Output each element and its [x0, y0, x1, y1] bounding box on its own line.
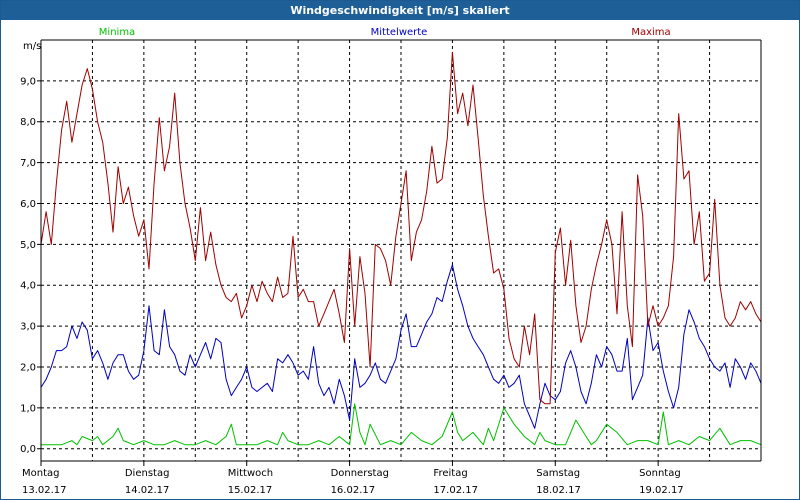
- y-tick-label: 6,0: [20, 199, 36, 210]
- legend-item-maxima: Maxima: [631, 27, 670, 38]
- x-tick-label-date: 15.02.17: [228, 485, 273, 496]
- y-axis-label: m/s: [23, 41, 41, 52]
- x-tick-label-day: Donnerstag: [331, 468, 389, 479]
- y-tick-label: 1,0: [20, 403, 36, 414]
- x-tick-label-day: Samstag: [536, 468, 580, 479]
- y-tick-label: 0,0: [20, 444, 36, 455]
- x-tick-label-date: 18.02.17: [536, 485, 581, 496]
- x-tick-label-date: 16.02.17: [331, 485, 376, 496]
- y-tick-label: 5,0: [20, 240, 36, 251]
- window-title: Windgeschwindigkeit [m/s] skaliert: [1, 1, 799, 20]
- x-tick-label-date: 17.02.17: [433, 485, 478, 496]
- axes: 0,0 1,0 2,0 3,0 4,0 5,0 6,0 7,0 8,0 9,0 m/s Montag 1…: [20, 39, 762, 496]
- legend: Minima Mittelwerte Maxima: [99, 27, 671, 38]
- y-tick-label: 8,0: [20, 117, 36, 128]
- x-tick-label-day: Montag: [22, 468, 59, 479]
- grid: [41, 40, 761, 461]
- plot-area: [40, 51, 762, 446]
- x-tick-label-day: Sonntag: [639, 468, 681, 479]
- legend-item-minima: Minima: [99, 27, 135, 38]
- x-tick-label-date: 19.02.17: [639, 485, 684, 496]
- legend-item-mittelwerte: Mittelwerte: [371, 27, 428, 38]
- x-tick-label-date: 14.02.17: [125, 485, 170, 496]
- series-line-maxima: [40, 51, 762, 405]
- x-tick-label-date: 13.02.17: [22, 485, 67, 496]
- y-tick-label: 3,0: [20, 322, 36, 333]
- x-tick-label-day: Mittwoch: [228, 468, 273, 479]
- y-tick-label: 7,0: [20, 158, 36, 169]
- series-line-mittelwerte: [40, 264, 762, 429]
- y-tick-label: 4,0: [20, 281, 36, 292]
- series-line-minima: [41, 403, 762, 446]
- x-tick-label-day: Freitag: [433, 468, 467, 479]
- y-tick-label: 9,0: [20, 76, 36, 87]
- y-tick-label: 2,0: [20, 362, 36, 373]
- x-tick-label-day: Dienstag: [125, 468, 170, 479]
- chart-canvas: 0,0 1,0 2,0 3,0 4,0 5,0 6,0 7,0 8,0 9,0 m/s Montag 1…: [20, 27, 762, 496]
